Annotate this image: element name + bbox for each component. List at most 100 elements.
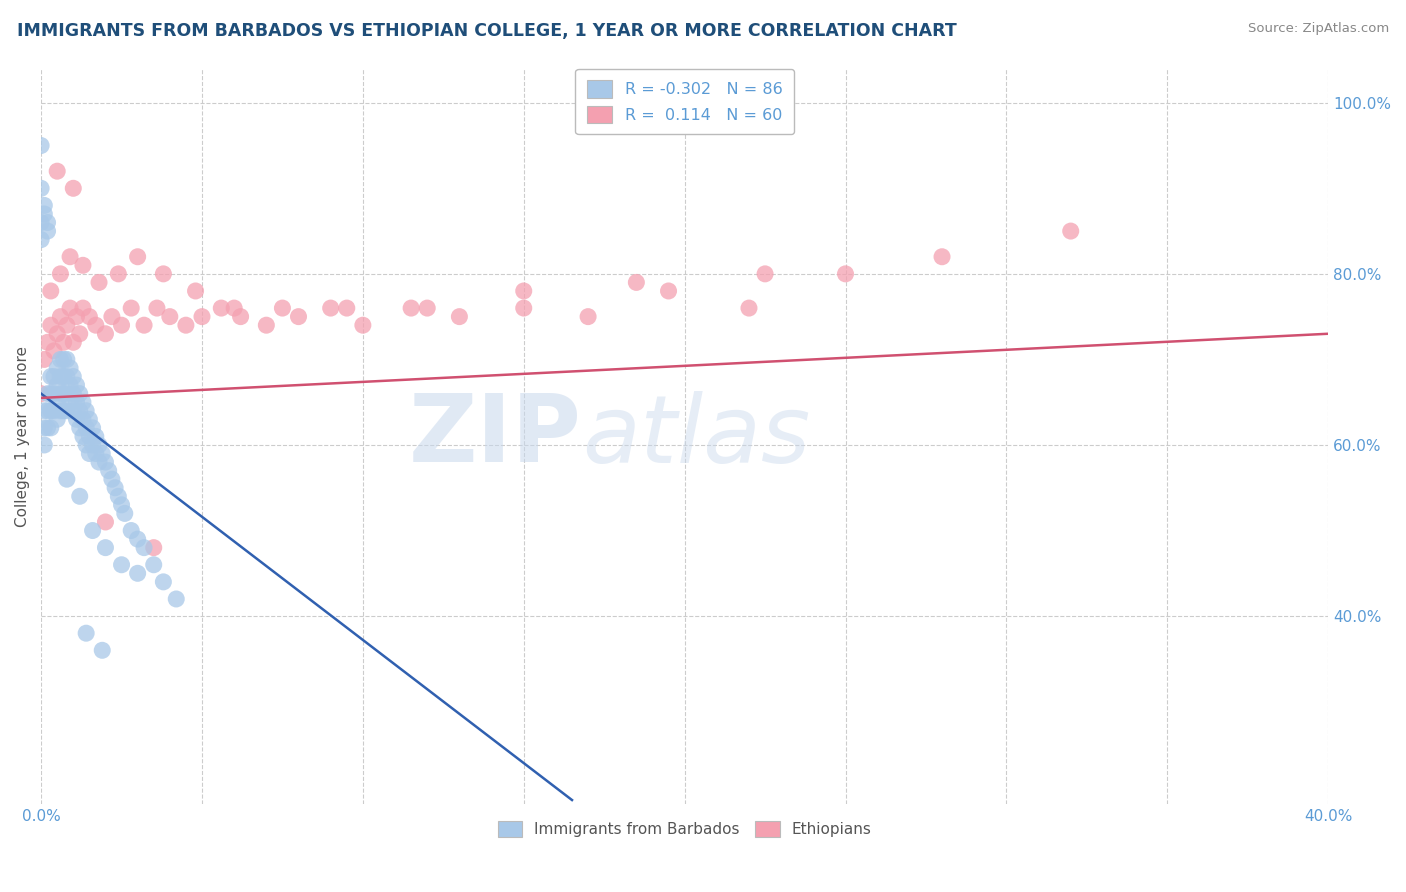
Point [65,310,87,324]
Point [56,472,79,486]
Point [49,403,72,417]
Point [39,369,62,384]
Point [114,507,136,521]
Point [62,403,84,417]
Point [110,318,132,333]
Point [30,138,52,153]
Point [34,198,56,212]
Point [52,335,75,350]
Point [59,378,82,392]
Point [42,343,65,358]
Point [120,301,142,315]
Point [69,489,91,503]
Point [287,310,309,324]
Point [65,412,87,426]
Point [62,335,84,350]
Point [56,403,79,417]
Point [94,326,117,341]
Point [79,310,101,324]
Point [69,326,91,341]
Point [56,352,79,367]
Point [37,421,59,435]
Point [46,326,69,341]
Point [110,558,132,572]
Point [94,515,117,529]
Point [52,403,75,417]
Point [72,395,94,409]
Point [132,318,155,333]
Point [59,301,82,315]
Point [224,301,246,315]
Point [49,386,72,401]
Point [101,310,124,324]
Point [72,429,94,443]
Point [59,395,82,409]
Point [30,233,52,247]
Point [42,369,65,384]
Point [46,164,69,178]
Point [46,378,69,392]
Point [82,438,104,452]
Text: atlas: atlas [582,391,810,482]
Point [69,421,91,435]
Point [165,591,187,606]
Point [37,215,59,229]
Point [319,301,342,315]
Point [49,267,72,281]
Point [1060,224,1083,238]
Point [336,301,359,315]
Point [576,310,599,324]
Point [49,310,72,324]
Point [271,301,294,315]
Point [75,421,97,435]
Point [69,403,91,417]
Point [104,481,127,495]
Point [159,310,181,324]
Point [191,310,214,324]
Point [110,498,132,512]
Text: Source: ZipAtlas.com: Source: ZipAtlas.com [1249,22,1389,36]
Point [91,446,114,460]
Point [49,369,72,384]
Point [94,455,117,469]
Point [59,250,82,264]
Point [34,421,56,435]
Point [79,412,101,426]
Point [42,386,65,401]
Point [107,489,129,503]
Point [87,455,110,469]
Point [174,318,197,333]
Point [87,276,110,290]
Point [52,352,75,367]
Point [209,301,232,315]
Point [69,386,91,401]
Point [82,421,104,435]
Point [399,301,422,315]
Point [39,386,62,401]
Point [56,369,79,384]
Y-axis label: College, 1 year or more: College, 1 year or more [15,346,30,527]
Point [46,395,69,409]
Point [75,626,97,640]
Point [72,258,94,272]
Point [75,403,97,417]
Point [30,181,52,195]
Point [37,224,59,238]
Point [37,335,59,350]
Point [229,310,252,324]
Point [127,250,149,264]
Point [184,284,207,298]
Point [46,361,69,376]
Point [65,395,87,409]
Point [34,352,56,367]
Point [738,301,761,315]
Point [79,446,101,460]
Point [34,207,56,221]
Legend: Immigrants from Barbados, Ethiopians: Immigrants from Barbados, Ethiopians [491,814,879,845]
Point [152,574,174,589]
Point [62,386,84,401]
Point [94,541,117,555]
Point [34,403,56,417]
Point [107,267,129,281]
Point [127,566,149,581]
